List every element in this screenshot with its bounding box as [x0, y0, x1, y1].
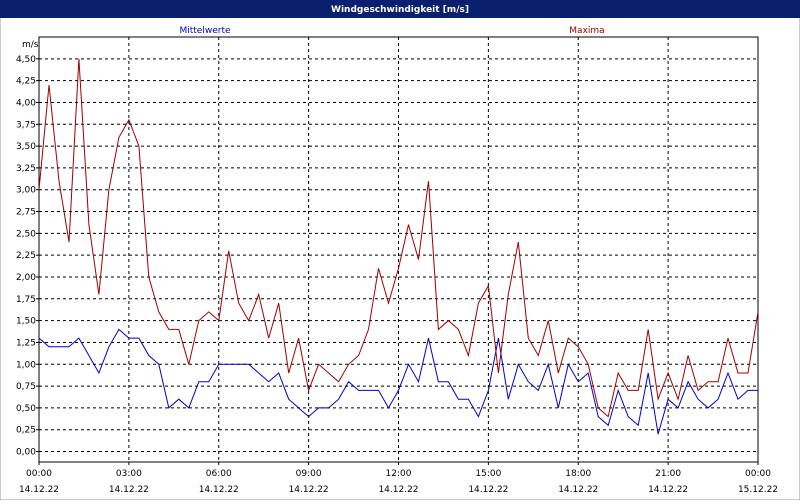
chart-title: Windgeschwindigkeit [m/s] — [331, 5, 469, 15]
x-tick-label: 15:00 — [475, 469, 501, 479]
x-tick-date: 14.12.22 — [378, 485, 418, 495]
legend-entry: Maxima — [569, 26, 604, 36]
y-tick-label: 3,50 — [16, 142, 36, 152]
x-tick-label: 21:00 — [655, 469, 681, 479]
y-tick-label: 1,00 — [16, 360, 36, 370]
y-tick-label: 3,75 — [16, 120, 36, 130]
y-tick-label: 3,25 — [16, 164, 36, 174]
x-tick-date: 14.12.22 — [199, 485, 239, 495]
x-tick-label: 00:00 — [26, 469, 52, 479]
y-tick-label: 2,50 — [16, 229, 36, 239]
y-tick-label: 1,25 — [16, 338, 36, 348]
x-tick-label: 09:00 — [296, 469, 322, 479]
y-tick-label: 4,50 — [16, 55, 36, 65]
x-tick-date: 14.12.22 — [468, 485, 508, 495]
x-tick-label: 12:00 — [386, 469, 412, 479]
y-tick-label: 0,25 — [16, 426, 36, 436]
x-tick-date: 14.12.22 — [558, 485, 598, 495]
title-bar — [0, 0, 800, 18]
y-tick-label: 4,00 — [16, 98, 36, 108]
data-line — [38, 58, 759, 418]
y-axis-label: m/s — [22, 40, 39, 50]
x-tick-label: 00:00 — [745, 469, 771, 479]
x-tick-label: 03:00 — [116, 469, 142, 479]
legend-entry: Mittelwerte — [179, 26, 230, 36]
y-tick-label: 0,50 — [16, 404, 36, 414]
y-tick-label: 3,00 — [16, 186, 36, 196]
x-tick-date: 15.12.22 — [738, 485, 778, 495]
x-tick-label: 18:00 — [565, 469, 591, 479]
x-tick-date: 14.12.22 — [109, 485, 149, 495]
x-tick-label: 06:00 — [206, 469, 232, 479]
x-tick-date: 14.12.22 — [19, 485, 59, 495]
x-tick-date: 14.12.22 — [289, 485, 329, 495]
y-tick-label: 2,25 — [16, 251, 36, 261]
y-tick-label: 1,50 — [16, 317, 36, 327]
y-tick-label: 0,00 — [16, 448, 36, 458]
y-tick-label: 1,75 — [16, 295, 36, 305]
x-tick-date: 14.12.22 — [648, 485, 688, 495]
y-tick-label: 4,25 — [16, 77, 36, 87]
y-tick-label: 2,75 — [16, 208, 36, 218]
y-tick-label: 0,75 — [16, 382, 36, 392]
y-tick-label: 2,00 — [16, 273, 36, 283]
data-line — [38, 328, 758, 435]
